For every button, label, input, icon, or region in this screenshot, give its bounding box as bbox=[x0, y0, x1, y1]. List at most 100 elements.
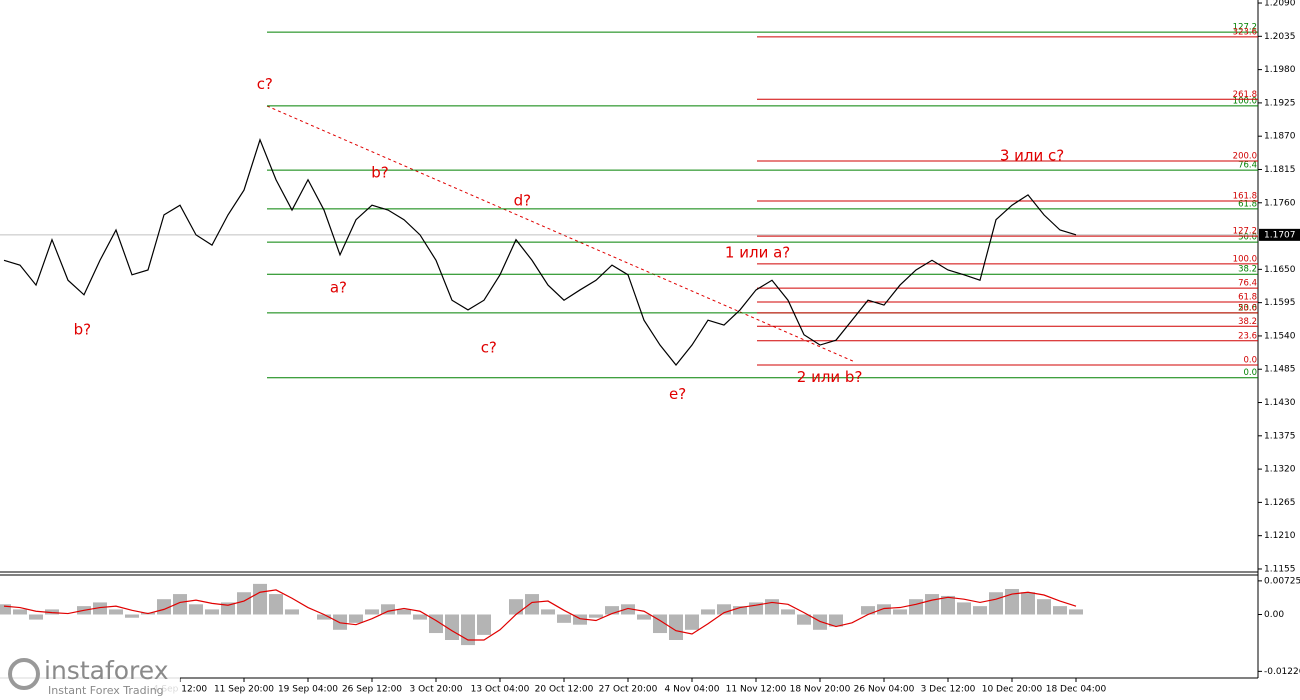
wave-label: 1 или а? bbox=[725, 244, 790, 262]
macd-bar bbox=[253, 583, 267, 615]
x-tick-label: 11 Nov 12:00 bbox=[726, 685, 787, 695]
x-tick-label: 19 Sep 04:00 bbox=[278, 685, 338, 695]
macd-bar bbox=[525, 594, 539, 615]
macd-bar bbox=[861, 606, 875, 615]
macd-bar bbox=[509, 599, 523, 615]
wave-label: c? bbox=[257, 75, 273, 93]
fib-label: 23.6 bbox=[1238, 331, 1257, 341]
y-tick-label: 1.1430 bbox=[1264, 398, 1296, 408]
macd-bar bbox=[1053, 606, 1067, 615]
fib-label: 261.8 bbox=[1233, 90, 1257, 100]
y-tick-label: 1.1870 bbox=[1264, 132, 1296, 142]
x-tick-label: 3 Oct 20:00 bbox=[410, 685, 463, 695]
macd-bar bbox=[717, 604, 731, 615]
logo: instaforex Instant Forex Trading bbox=[0, 655, 180, 700]
macd-bar bbox=[797, 614, 811, 625]
y-tick-label: 1.1155 bbox=[1264, 564, 1296, 574]
fib-label: 61.8 bbox=[1238, 199, 1257, 209]
macd-bar bbox=[173, 594, 187, 615]
y-tick-label: 1.1980 bbox=[1264, 65, 1296, 75]
macd-bar bbox=[29, 614, 43, 620]
macd-bar bbox=[381, 604, 395, 615]
macd-bar bbox=[605, 606, 619, 615]
macd-bar bbox=[477, 614, 491, 635]
wave-label: 3 или с? bbox=[1000, 147, 1064, 165]
macd-bar bbox=[0, 604, 11, 615]
fib-label: 0.0 bbox=[1243, 368, 1257, 378]
macd-bar bbox=[669, 614, 683, 640]
macd-bar bbox=[45, 609, 59, 615]
fib-label: 161.8 bbox=[1233, 191, 1257, 201]
macd-bar bbox=[685, 614, 699, 630]
macd-bar bbox=[269, 594, 283, 615]
macd-bar bbox=[973, 606, 987, 615]
macd-bar bbox=[957, 602, 971, 615]
macd-bar bbox=[93, 602, 107, 615]
x-tick-label: 26 Nov 04:00 bbox=[854, 685, 915, 695]
fib-label: 127.2 bbox=[1233, 23, 1257, 33]
macd-bar bbox=[205, 609, 219, 615]
fib-label: 50.0 bbox=[1238, 233, 1257, 243]
macd-bar bbox=[365, 609, 379, 615]
macd-bar bbox=[637, 614, 651, 620]
y-tick-label: 1.1320 bbox=[1264, 465, 1296, 475]
fib-label: 38.2 bbox=[1238, 317, 1257, 327]
macd-bar bbox=[349, 614, 363, 623]
macd-bar bbox=[781, 609, 795, 615]
y-tick-label: 1.1375 bbox=[1264, 431, 1296, 441]
wave-label: b? bbox=[371, 164, 388, 182]
fib-label: 100.0 bbox=[1233, 96, 1257, 106]
macd-bar bbox=[989, 592, 1003, 615]
macd-bar bbox=[125, 614, 139, 618]
macd-bar bbox=[701, 609, 715, 615]
macd-bar bbox=[941, 595, 955, 615]
macd-bar bbox=[13, 609, 27, 615]
y-tick-label: 1.1540 bbox=[1264, 331, 1296, 341]
macd-bar bbox=[333, 614, 347, 630]
macd-bar bbox=[877, 604, 891, 615]
logo-name: instaforex bbox=[44, 656, 169, 685]
macd-bar bbox=[829, 614, 843, 627]
signal-line bbox=[3, 589, 1077, 641]
fib-label: 76.4 bbox=[1238, 279, 1257, 289]
y-tick-label: 1.2035 bbox=[1264, 32, 1296, 42]
y-tick-label: 0.00725 bbox=[1264, 576, 1300, 586]
fib-label: 61.8 bbox=[1238, 293, 1257, 303]
macd-bar bbox=[1069, 609, 1083, 615]
y-tick-label: 1.1595 bbox=[1264, 298, 1296, 308]
macd-bar bbox=[589, 614, 603, 618]
logo-tagline: Instant Forex Trading bbox=[48, 684, 164, 697]
macd-bar bbox=[413, 614, 427, 620]
macd-bar bbox=[813, 614, 827, 630]
fib-label: 38.2 bbox=[1238, 265, 1257, 275]
trend-line bbox=[266, 105, 856, 363]
y-tick-label: 1.1650 bbox=[1264, 265, 1296, 275]
macd-bar bbox=[925, 594, 939, 615]
macd-bar bbox=[573, 614, 587, 625]
macd-bar bbox=[733, 606, 747, 615]
price-line bbox=[3, 138, 1077, 366]
x-tick-label: 18 Nov 20:00 bbox=[790, 685, 851, 695]
y-tick-label: 1.1815 bbox=[1264, 165, 1296, 175]
current-price-label: 1.1707 bbox=[1264, 230, 1296, 240]
y-tick-label: 1.2090 bbox=[1264, 0, 1296, 9]
y-tick-label: 1.1265 bbox=[1264, 498, 1296, 508]
y-tick-label: 1.1760 bbox=[1264, 198, 1296, 208]
y-tick-label: 1.1210 bbox=[1264, 531, 1296, 541]
x-tick-label: 13 Oct 04:00 bbox=[471, 685, 530, 695]
fib-label: 100.0 bbox=[1233, 254, 1257, 264]
current-price-box bbox=[1259, 228, 1300, 241]
wave-label: 2 или b? bbox=[797, 368, 863, 386]
macd-bar bbox=[109, 609, 123, 615]
x-tick-label: 18 Dec 04:00 bbox=[1046, 685, 1107, 695]
macd-bar bbox=[765, 599, 779, 615]
fib-label: 76.4 bbox=[1238, 161, 1257, 171]
y-tick-label: 1.1925 bbox=[1264, 98, 1296, 108]
wave-label: b? bbox=[74, 320, 91, 338]
macd-bar bbox=[285, 609, 299, 615]
fib-label: 50.0 bbox=[1238, 303, 1257, 313]
macd-bar bbox=[445, 614, 459, 640]
wave-label: d? bbox=[514, 191, 531, 209]
